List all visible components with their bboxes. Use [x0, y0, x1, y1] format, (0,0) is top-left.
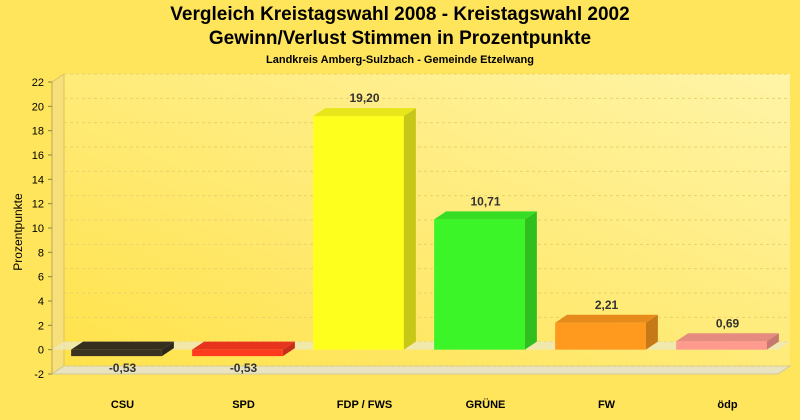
bar-fw	[555, 314, 658, 350]
bar-top	[313, 108, 416, 117]
data-label: 10,71	[470, 194, 500, 208]
bar-front	[555, 322, 646, 350]
bar-top	[71, 341, 174, 350]
y-tick-label: -2	[34, 369, 44, 381]
data-label: 2,21	[595, 298, 619, 312]
bar-side	[645, 314, 658, 350]
bar-top	[555, 314, 658, 323]
bar-spd	[192, 341, 295, 357]
plot-floor	[50, 365, 792, 375]
x-tick-label: ödp	[717, 399, 737, 411]
y-tick-label: 0	[38, 345, 44, 357]
x-tick-label: GRÜNE	[466, 398, 506, 411]
chart-caption: Landkreis Amberg-Sulzbach - Gemeinde Etz…	[266, 54, 534, 66]
bar-front	[71, 349, 162, 357]
y-tick-label: 16	[32, 150, 44, 162]
bar-side	[403, 108, 416, 350]
bar-grüne	[434, 211, 537, 350]
data-label: 0,69	[716, 316, 740, 330]
bar-front	[313, 116, 404, 350]
bar-side	[766, 333, 779, 350]
bar-side	[524, 211, 537, 350]
bar-side	[161, 341, 174, 357]
bar-top	[434, 211, 537, 220]
bar-top	[676, 333, 779, 342]
data-label: 19,20	[349, 91, 379, 105]
y-tick-label: 4	[38, 296, 44, 308]
y-tick-label: 12	[32, 199, 44, 211]
chart-title: Vergleich Kreistagswahl 2008 - Kreistags…	[170, 4, 630, 25]
bar-front	[192, 349, 283, 357]
x-tick-label: SPD	[232, 399, 255, 411]
data-label: -0,53	[230, 361, 258, 375]
x-tick-label: FDP / FWS	[337, 399, 392, 411]
bar-front	[434, 219, 525, 350]
bar-front	[676, 341, 767, 350]
y-tick-label: 10	[32, 223, 44, 235]
bar-top	[192, 341, 295, 350]
x-tick-label: FW	[598, 399, 616, 411]
bar-side	[282, 341, 295, 357]
x-tick-label: CSU	[111, 399, 134, 411]
bar-csu	[71, 341, 174, 357]
y-tick-label: 18	[32, 126, 44, 138]
y-tick-label: 8	[38, 247, 44, 259]
bar-fdp-fws	[313, 108, 416, 350]
y-tick-label: 14	[32, 174, 44, 186]
data-label: -0,53	[109, 361, 137, 375]
y-tick-label: 2	[38, 320, 44, 332]
chart-subtitle: Gewinn/Verlust Stimmen in Prozentpunkte	[208, 28, 592, 49]
y-tick-label: 20	[32, 101, 44, 113]
y-tick-label: 22	[32, 77, 44, 89]
plot-side-wall	[51, 73, 65, 375]
y-tick-label: 6	[38, 272, 44, 284]
bar-ödp	[676, 333, 779, 350]
